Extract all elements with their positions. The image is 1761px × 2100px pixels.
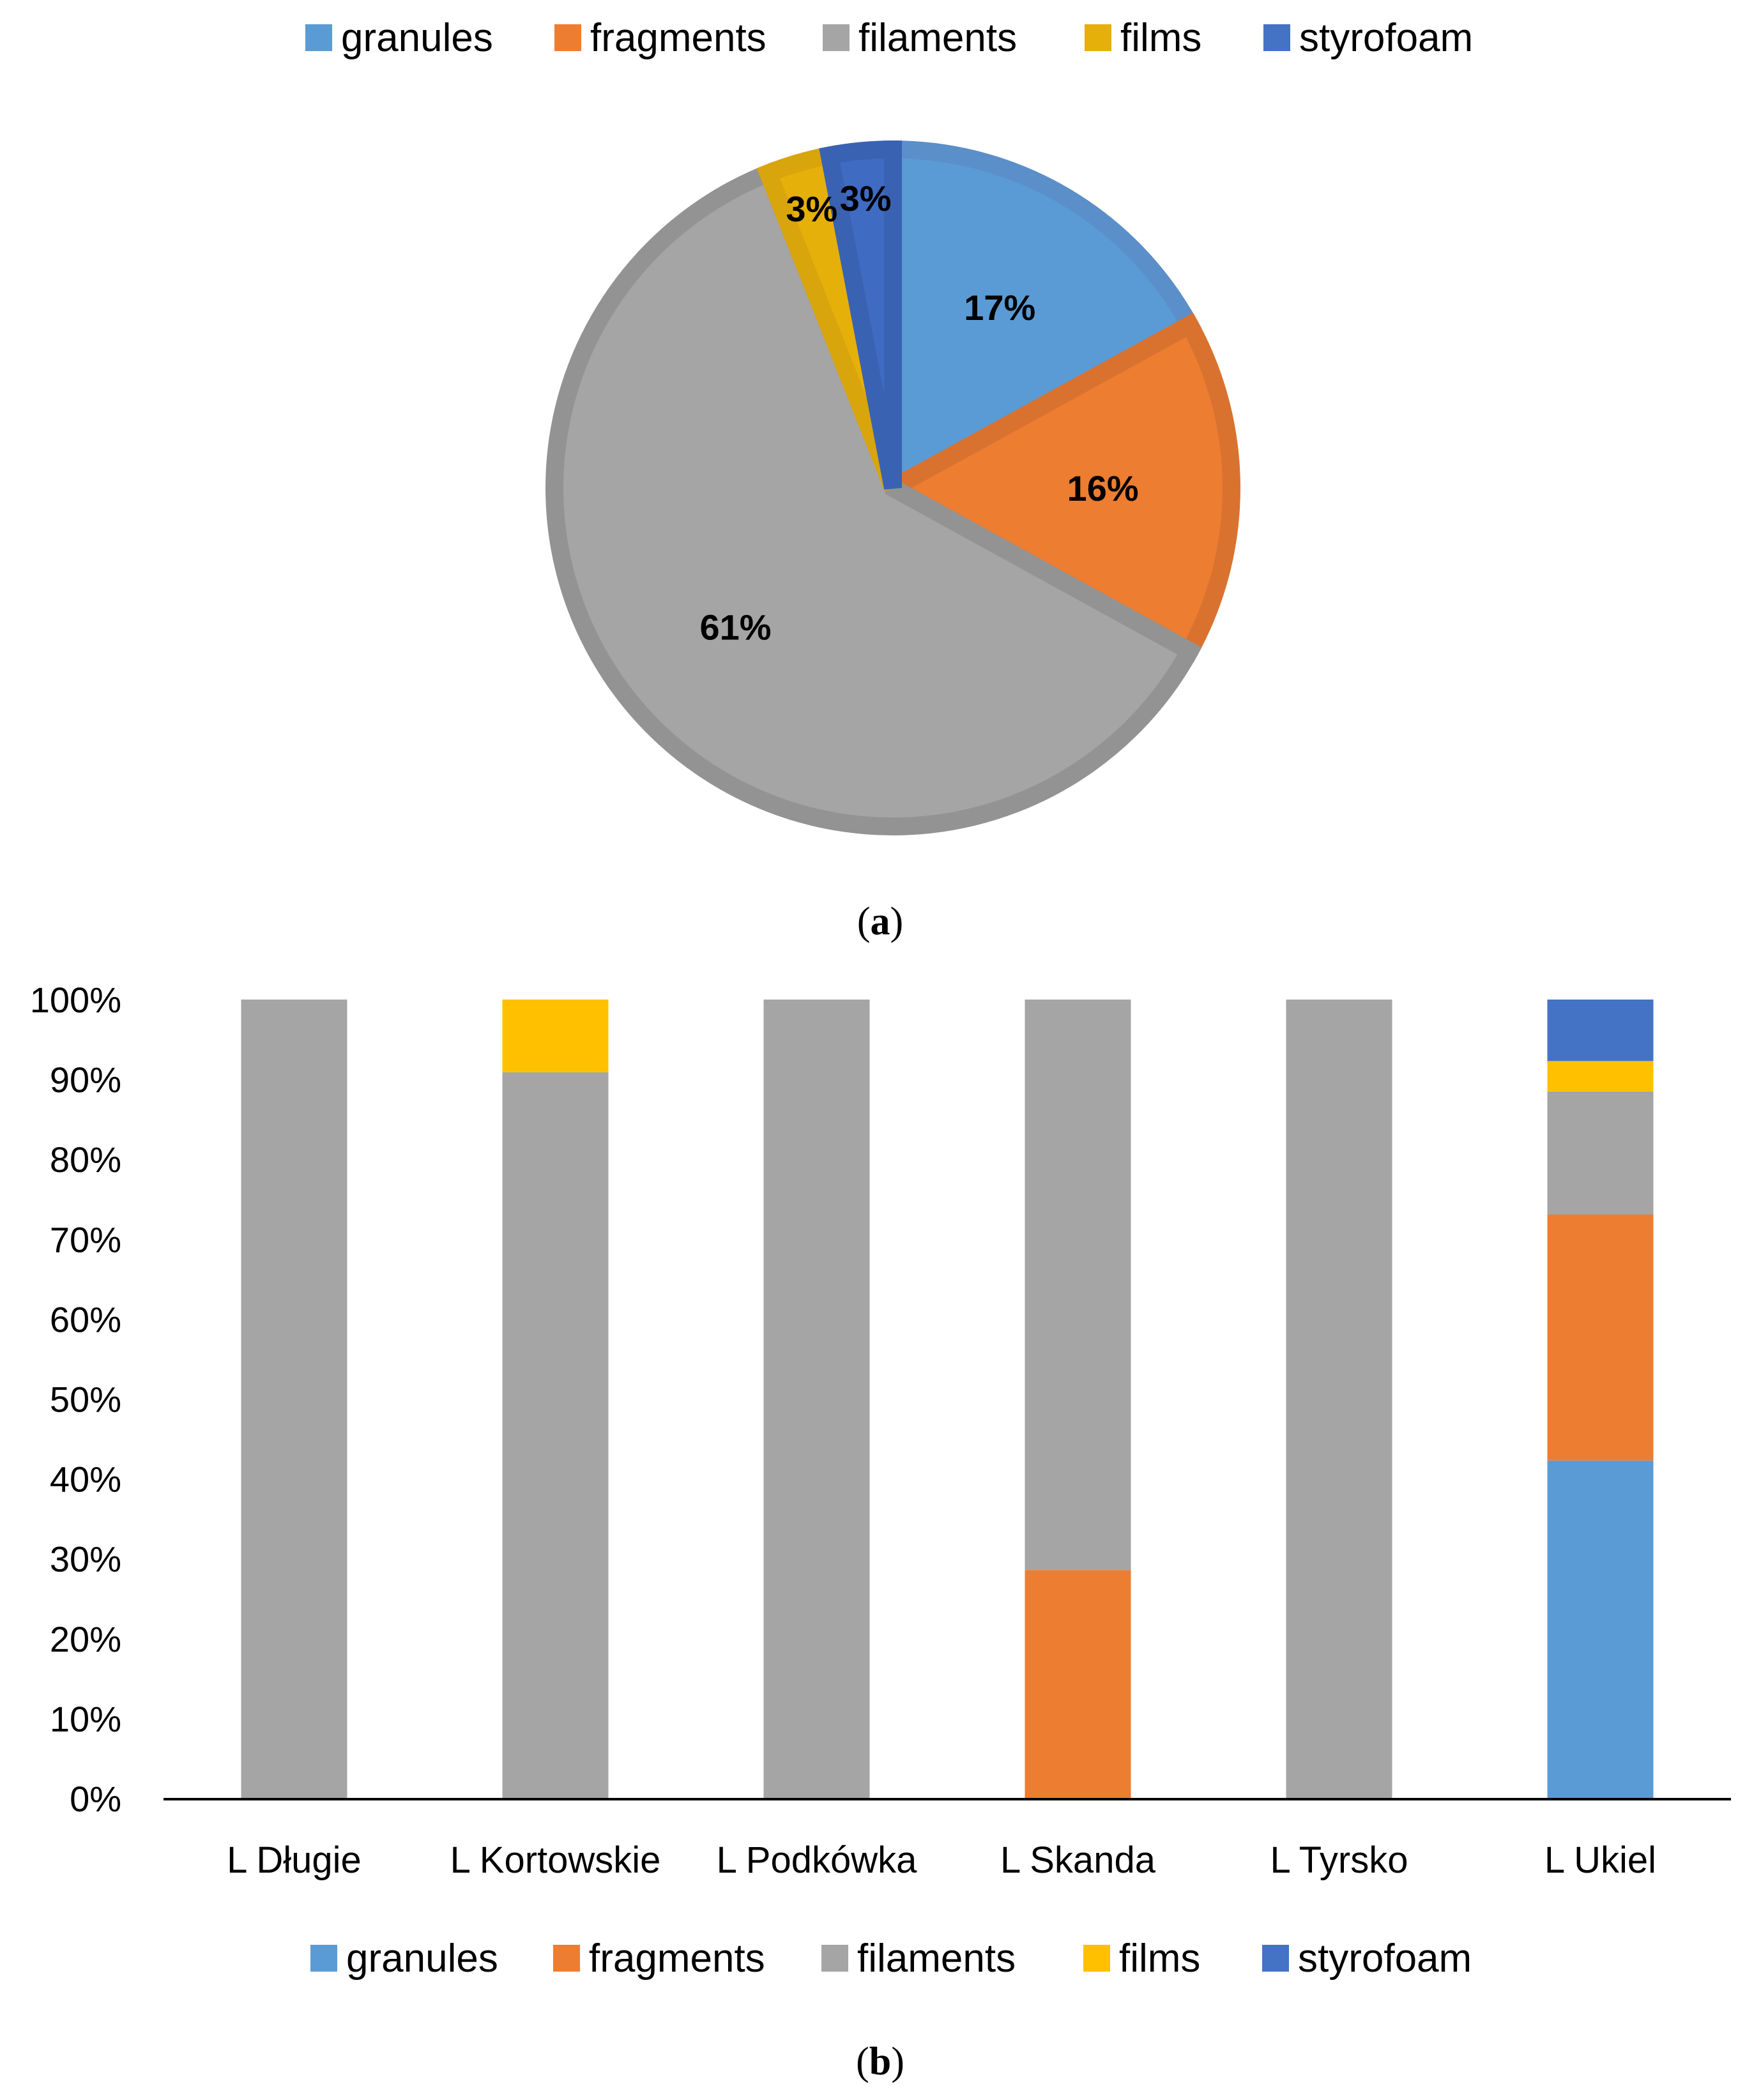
pie-label-films: 3%: [786, 188, 837, 229]
pie-legend-swatch-fragments: [554, 24, 581, 51]
pie-legend-swatch-filaments: [823, 24, 850, 51]
y-tick-label: 100%: [30, 980, 121, 1020]
pie-legend-label-films: films: [1120, 16, 1201, 60]
stacked-bar-chart: 0% 10% 20% 30% 40% 50% 60% 70% 80% 90% 100% L Dług…: [30, 980, 1731, 1881]
panel-label-b-close: ): [891, 2040, 904, 2083]
bar-l-d-ugie-filaments: [241, 1000, 347, 1799]
panel-label-a: (a): [857, 900, 903, 943]
panel-label-b-letter: b: [869, 2040, 891, 2083]
panel-label-b-open: (: [856, 2040, 869, 2083]
bar-l-ukiel-fragments: [1547, 1214, 1654, 1461]
panel-label-b: (b): [856, 2040, 904, 2083]
pie-label-styrofoam: 3%: [840, 178, 892, 218]
bar-legend-swatch-filaments: [821, 1945, 848, 1972]
panel-label-a-close: ): [890, 900, 904, 943]
pie-legend-swatch-styrofoam: [1263, 24, 1290, 51]
y-tick-label: 90%: [50, 1060, 121, 1100]
pie-legend-label-fragments: fragments: [590, 16, 766, 60]
bar-legend-swatch-styrofoam: [1262, 1945, 1289, 1972]
bar-l-podk-wka-filaments: [763, 1000, 870, 1799]
y-tick-label: 0%: [70, 1779, 121, 1819]
pie-slice-styrofoam: [819, 140, 902, 490]
y-tick-label: 70%: [50, 1219, 121, 1259]
panel-label-a-open: (: [857, 900, 871, 943]
bar-legend-swatch-fragments: [553, 1945, 580, 1972]
bar-legend-swatch-films: [1083, 1945, 1110, 1972]
x-category-label: L Ukiel: [1544, 1839, 1656, 1881]
pie-legend-label-styrofoam: styrofoam: [1299, 16, 1473, 60]
bar-chart-legend: granules fragments filaments films styrofoam: [310, 1936, 1472, 1981]
pie-label-fragments: 16%: [1067, 468, 1139, 508]
y-tick-label: 20%: [50, 1619, 121, 1659]
bar-l-skanda-filaments: [1025, 1000, 1131, 1571]
panel-label-a-letter: a: [871, 900, 890, 943]
pie-label-granules: 17%: [964, 287, 1035, 328]
y-tick-label: 80%: [50, 1139, 121, 1180]
bar-l-ukiel-styrofoam: [1547, 1000, 1654, 1061]
bar-legend-label-granules: granules: [346, 1936, 498, 1981]
pie-slice-fragments: [874, 312, 1240, 664]
pie-legend-swatch-films: [1085, 24, 1111, 51]
bar-legend-label-styrofoam: styrofoam: [1298, 1936, 1472, 1981]
pie-legend-swatch-granules: [305, 24, 332, 51]
bar-l-tyrsko-filaments: [1286, 1000, 1392, 1799]
y-tick-label: 60%: [50, 1299, 121, 1339]
y-tick-label: 40%: [50, 1459, 121, 1500]
pie-chart: 17% 16% 61% 3% 3%: [545, 140, 1240, 835]
pie-legend-label-filaments: filaments: [858, 16, 1017, 60]
pie-slice-granules: [884, 140, 1202, 503]
bar-legend-label-fragments: fragments: [589, 1936, 765, 1981]
x-category-label: L Kortowskie: [450, 1839, 661, 1881]
pie-label-filaments: 61%: [699, 607, 771, 647]
y-tick-label: 10%: [50, 1699, 121, 1739]
pie-slices: [545, 140, 1240, 835]
bar-legend-label-films: films: [1119, 1936, 1200, 1981]
pie-data-labels: 17% 16% 61% 3% 3%: [699, 178, 1138, 647]
bar-l-ukiel-granules: [1547, 1460, 1654, 1799]
y-axis: 0% 10% 20% 30% 40% 50% 60% 70% 80% 90% 100%: [30, 980, 121, 1819]
x-category-label: L Podkówka: [717, 1839, 918, 1881]
bar-l-ukiel-films: [1547, 1061, 1654, 1092]
bar-legend-swatch-granules: [310, 1945, 337, 1972]
bar-l-kortowskie-films: [502, 1000, 609, 1072]
x-category-label: L Skanda: [1000, 1839, 1156, 1881]
bar-l-ukiel-filaments: [1547, 1091, 1654, 1215]
y-tick-label: 30%: [50, 1539, 121, 1579]
x-category-label: L Długie: [227, 1839, 362, 1881]
bar-l-kortowskie-filaments: [502, 1072, 609, 1799]
bar-legend-label-filaments: filaments: [857, 1936, 1016, 1981]
pie-legend-label-granules: granules: [341, 16, 493, 60]
pie-slice-filaments: [545, 162, 1202, 835]
x-category-label: L Tyrsko: [1270, 1839, 1408, 1881]
x-axis-categories: L Długie L Kortowskie L Podkówka L Skanda L …: [227, 1839, 1656, 1881]
bar-segments: [241, 1000, 1654, 1799]
bar-l-skanda-fragments: [1025, 1570, 1131, 1799]
y-tick-label: 50%: [50, 1380, 121, 1420]
pie-chart-legend: granules fragments filaments films styrofoam: [305, 16, 1473, 60]
